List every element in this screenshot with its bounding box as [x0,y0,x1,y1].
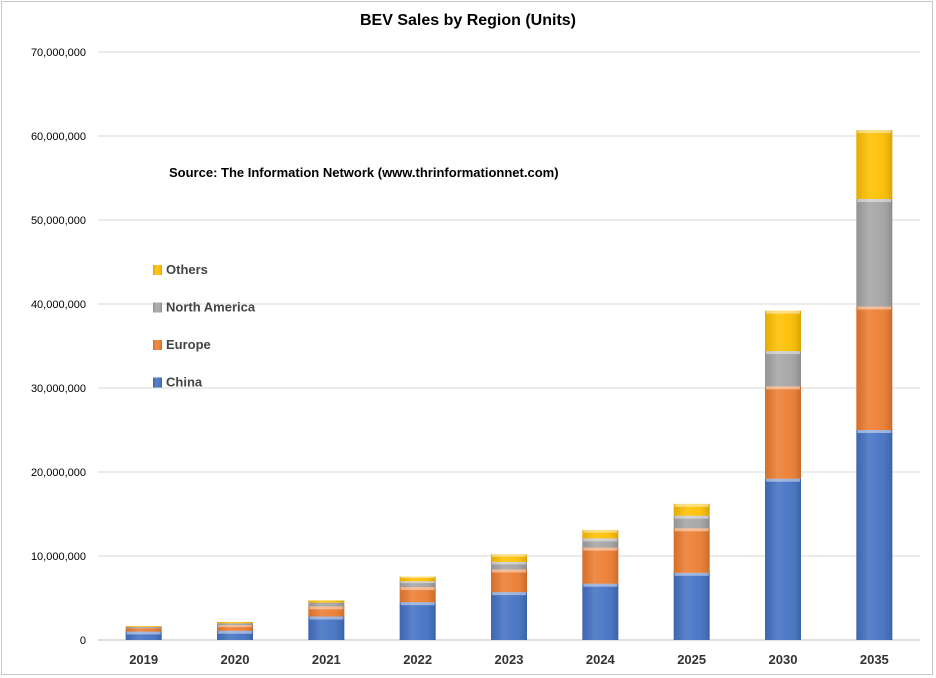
bar-segment-europe [856,306,893,430]
bar-segment-china [765,478,801,640]
y-tick-label: 20,000,000 [31,467,86,479]
source-annotation: Source: The Information Network (www.thr… [169,165,559,180]
x-tick-label: 2030 [769,652,798,667]
x-tick-label: 2019 [129,652,158,667]
bar-segment-europe [491,569,527,593]
legend-label: Europe [166,337,211,352]
bar-segment-north-america [765,351,801,387]
bar-segment-europe [582,547,619,584]
bar-segment-china [582,583,619,640]
x-tick-label: 2023 [495,652,524,667]
y-tick-label: 70,000,000 [31,47,86,59]
bar-segment-others [765,310,801,352]
legend-item-north-america: North America [153,300,256,315]
bars [125,130,893,640]
bar-segment-others [856,130,893,199]
bar-segment-china [308,616,345,640]
x-tick-label: 2024 [586,652,616,667]
bar-segment-china [673,572,710,640]
bar-segment-europe [673,528,710,573]
bar-segment-europe [765,386,801,479]
bar-segment-china [856,430,893,640]
bar-segment-north-america [582,538,619,548]
bar-segment-others [582,529,619,539]
y-axis-ticks: 0 10,000,000 20,000,000 30,000,000 40,000,00… [31,47,86,647]
x-tick-label: 2020 [221,652,250,667]
x-tick-label: 2021 [312,652,341,667]
bar-segment-others [217,621,253,624]
bar-segment-others [399,576,436,582]
bar-segment-north-america [308,602,345,607]
legend-label: Others [166,262,208,277]
bar-segment-china [217,630,253,640]
x-tick-label: 2035 [860,652,889,667]
x-axis-ticks: 2019 2020 2021 2022 2023 2024 2025 2030 2035 [129,652,889,667]
legend-item-others: Others [153,262,208,277]
bar-segment-others [308,600,345,603]
legend-label: China [166,375,203,390]
bar-segment-north-america [217,623,253,626]
bar-segment-europe [217,625,253,631]
y-tick-label: 50,000,000 [31,215,86,227]
y-tick-label: 60,000,000 [31,131,86,143]
legend-item-china: China [153,375,203,390]
legend-label: North America [166,300,256,315]
bar-segment-others [491,554,527,562]
bar-segment-china [399,602,436,640]
x-tick-label: 2025 [677,652,706,667]
legend: Others North America Europe China [153,262,256,390]
bar-segment-others [673,503,710,516]
bar-segment-north-america [856,199,893,307]
bar-segment-europe [399,587,436,603]
legend-item-europe: Europe [153,337,211,352]
bar-segment-north-america [673,515,710,529]
y-tick-label: 0 [80,635,86,647]
x-tick-label: 2022 [403,652,432,667]
bar-segment-china [491,592,527,640]
bar-segment-europe [125,628,162,632]
bar-segment-north-america [491,561,527,570]
y-tick-label: 40,000,000 [31,299,86,311]
bar-segment-others [125,626,162,627]
bar-segment-north-america [399,581,436,588]
bar-segment-north-america [125,626,162,629]
y-tick-label: 10,000,000 [31,551,86,563]
bar-segment-china [125,631,162,640]
y-tick-label: 30,000,000 [31,383,86,395]
chart-title: BEV Sales by Region (Units) [359,12,577,29]
bar-segment-europe [308,606,345,617]
